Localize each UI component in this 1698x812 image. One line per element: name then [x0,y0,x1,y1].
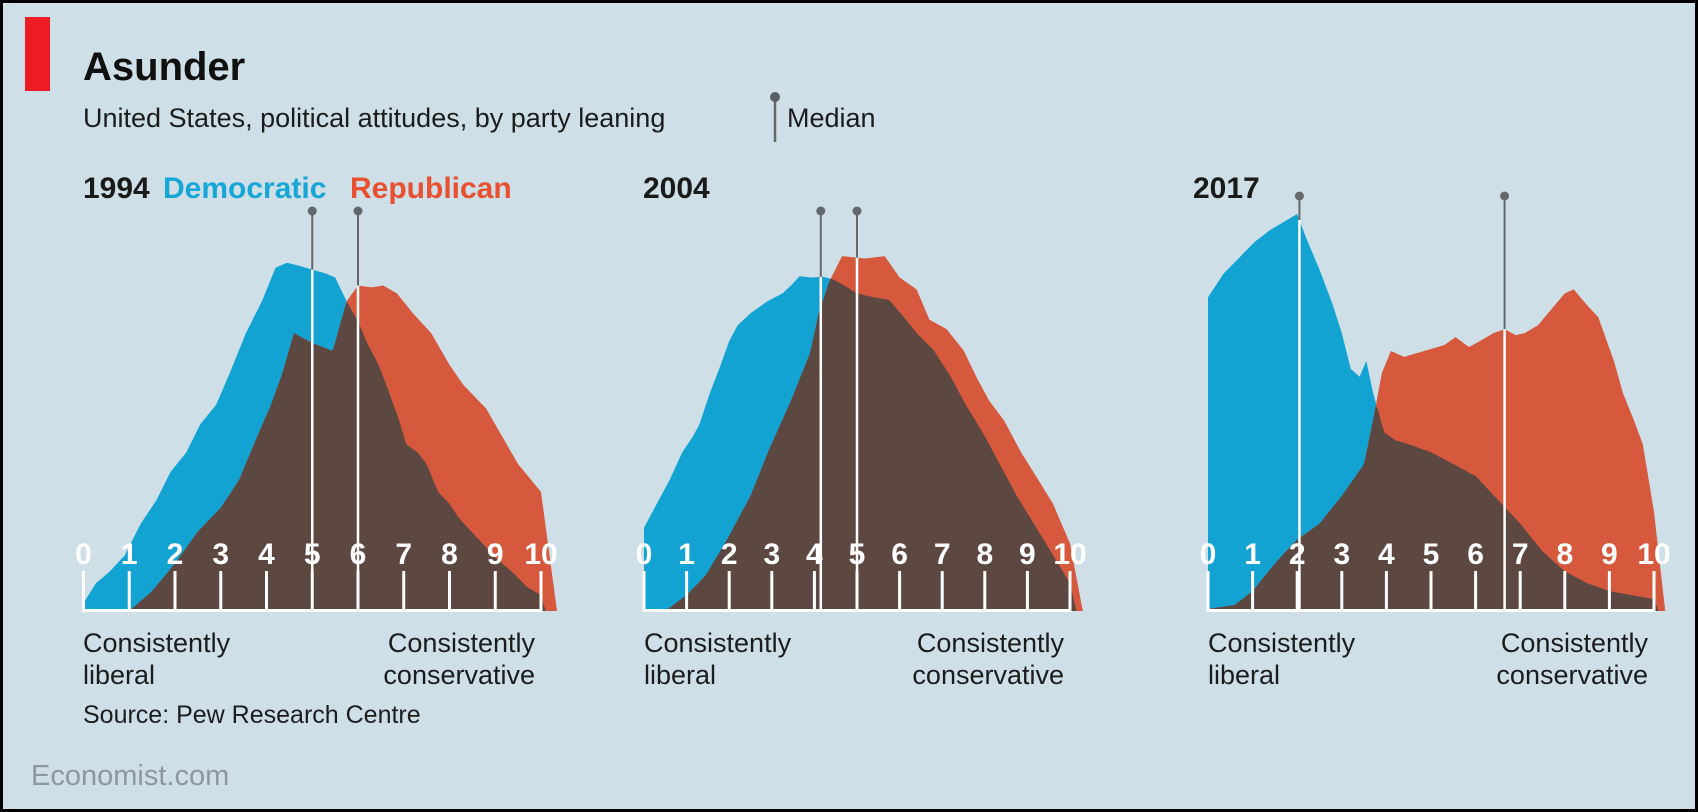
source-credit: Source: Pew Research Centre [83,701,421,729]
caption-consistently-liberal: Consistently liberal [644,628,792,690]
caption-consistently-conservative: Consistently conservative [383,628,535,690]
chart-2004: 0 1 2 3 4 5 6 7 8 9 10 [636,206,1087,612]
axis-tick-label: 7 [1512,538,1529,571]
axis-tick-label: 4 [258,538,275,571]
axis-tick-label: 1 [678,538,695,571]
area-overlap-2017 [1208,406,1659,611]
chart-title: Asunder [83,45,246,89]
axis-tick-label: 5 [849,538,866,571]
caption-consistently-conservative: Consistently conservative [1496,628,1648,690]
axis-tick-label: 3 [1333,538,1350,571]
median-pin-icon [770,92,780,142]
axis-tick-label: 4 [806,538,823,571]
x-axis-1994: 0 1 2 3 4 5 6 7 8 9 10 [75,538,558,612]
axis-tick-label: 6 [1467,538,1484,571]
axis-tick-label: 2 [167,538,184,571]
axis-tick-label: 3 [212,538,229,571]
axis-tick-label: 0 [636,538,653,571]
axis-tick-label: 8 [441,538,458,571]
axis-tick-label: 1 [121,538,138,571]
median-pin-dot [816,206,826,216]
charts-canvas: 0 1 2 3 4 5 6 7 8 9 10 0 1 2 3 4 5 6 7 8 9 10 0 1 2 3 4 5 6 7 8 9 10 [75,191,1671,612]
axis-tick-label: 2 [1289,538,1306,571]
median-pin-dot [1500,191,1510,201]
axis-tick-label: 7 [395,538,412,571]
axis-tick-label: 9 [1601,538,1618,571]
axis-tick-label: 5 [1423,538,1440,571]
axis-tick-label: 9 [487,538,504,571]
median-pin-dot [1294,191,1304,201]
axis-tick-label: 1 [1244,538,1261,571]
axis-tick-label: 3 [763,538,780,571]
axis-tick-label: 0 [75,538,92,571]
axis-tick-label: 4 [1378,538,1395,571]
chart-1994: 0 1 2 3 4 5 6 7 8 9 10 [75,206,558,612]
economist-brand-block [25,17,50,91]
axis-tick-label: 7 [934,538,951,571]
caption-consistently-liberal: Consistently liberal [83,628,231,690]
x-axis-2017: 0 1 2 3 4 5 6 7 8 9 10 [1200,538,1671,612]
year-label-1994: 1994 [83,172,150,205]
chart-subtitle: United States, political attitudes, by p… [83,103,666,133]
axis-tick-label: 10 [524,538,557,571]
axis-tick-label: 0 [1200,538,1217,571]
year-label-2017: 2017 [1193,172,1260,205]
axis-tick-label: 6 [350,538,367,571]
caption-consistently-liberal: Consistently liberal [1208,628,1356,690]
year-label-2004: 2004 [643,172,710,205]
axis-tick-label: 5 [304,538,321,571]
axis-tick-label: 9 [1019,538,1036,571]
legend-republican: Republican [350,172,512,205]
axis-tick-label: 6 [891,538,908,571]
area-overlap-1994 [129,302,546,611]
axis-tick-label: 10 [1637,538,1670,571]
legend-democratic: Democratic [163,172,327,205]
median-pin-dot [307,206,317,216]
median-pin-dot [852,206,862,216]
economist-watermark: Economist.com [31,760,230,792]
median-pin-dot [353,206,363,216]
axis-tick-label: 8 [976,538,993,571]
x-axis-2004: 0 1 2 3 4 5 6 7 8 9 10 [636,538,1087,612]
axis-tick-label: 8 [1556,538,1573,571]
median-legend-label: Median [787,103,876,133]
caption-consistently-conservative: Consistently conservative [912,628,1064,690]
axis-tick-label: 2 [721,538,738,571]
area-democratic-2017 [1208,214,1659,611]
axis-tick-label: 10 [1053,538,1086,571]
area-overlap-2004 [665,278,1077,611]
chart-2017: 0 1 2 3 4 5 6 7 8 9 10 [1200,191,1671,612]
